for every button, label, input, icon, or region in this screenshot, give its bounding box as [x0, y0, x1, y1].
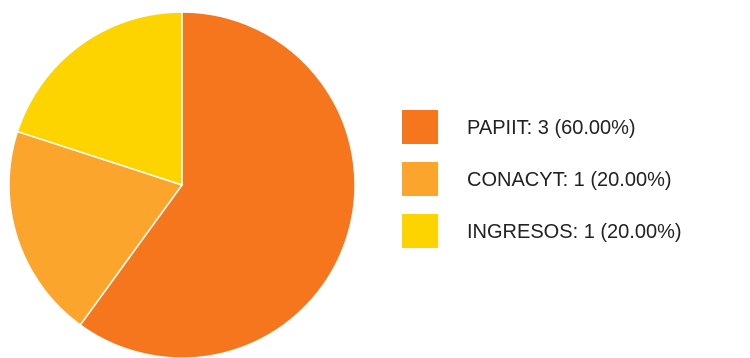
legend-label-ingresos: INGRESOS: 1 (20.00%) [467, 221, 682, 243]
legend-swatch-ingresos [402, 214, 438, 248]
pie-slices [8, 11, 356, 358]
legend-swatch-conacyt [402, 162, 438, 196]
legend-swatch-papiit [402, 110, 438, 144]
pie-slice-conacyt [8, 130, 184, 327]
legend-label-papiit: PAPIIT: 3 (60.00%) [467, 117, 636, 139]
chart-legend: PAPIIT: 3 (60.00%) CONACYT: 1 (20.00%) I… [402, 110, 682, 248]
legend-label-conacyt: CONACYT: 1 (20.00%) [467, 169, 672, 191]
pie-slice-papiit [79, 11, 356, 358]
pie-slice-ingresos [16, 11, 183, 187]
